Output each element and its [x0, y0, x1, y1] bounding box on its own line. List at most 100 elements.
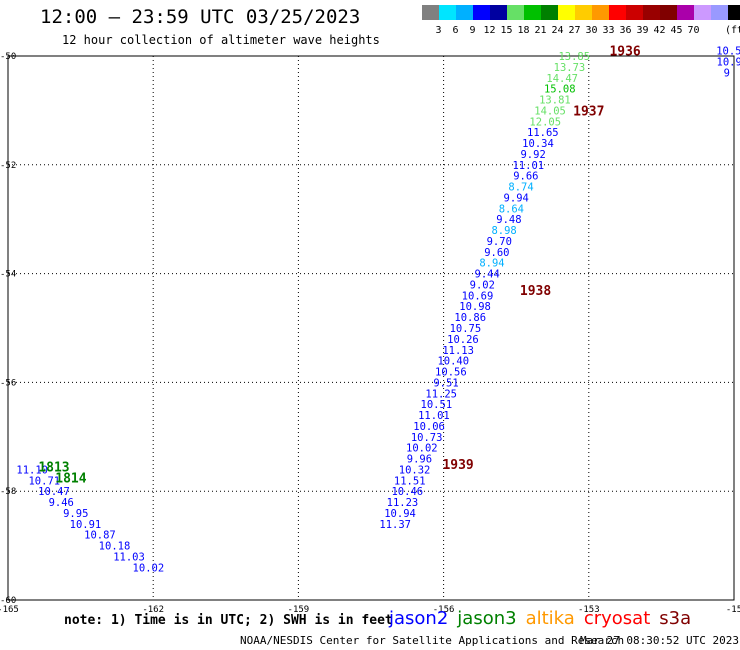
legend-swatch [524, 5, 541, 20]
wave-height-value: 10.86 [454, 312, 486, 324]
wave-height-value: 11.25 [425, 388, 457, 400]
pass-time-label: 1936 [609, 45, 640, 60]
wave-height-value: 11.23 [387, 497, 419, 509]
wave-height-value: 9.48 [496, 214, 521, 226]
wave-height-value: 10.98 [459, 301, 491, 313]
legend-label: 18 [517, 25, 530, 36]
wave-height-value: 10.94 [384, 508, 416, 520]
legend-swatch [541, 5, 558, 20]
chart-subtitle: 12 hour collection of altimeter wave hei… [62, 33, 380, 47]
wave-height-value: 10.87 [84, 530, 116, 542]
pass-time-label: 1813 [38, 461, 69, 476]
wave-height-value: 9.94 [504, 192, 529, 204]
legend-label: 42 [653, 25, 666, 36]
legend-swatch [592, 5, 609, 20]
wave-height-value: 10.75 [450, 323, 482, 335]
wave-height-value: 10.18 [99, 541, 131, 553]
legend-swatch [558, 5, 575, 20]
chart-title: 12:00 – 23:59 UTC 03/25/2023 [40, 6, 361, 28]
satellite-name: jason3 [457, 608, 517, 629]
satellite-name: altika [525, 608, 575, 629]
wave-height-value: 9.70 [487, 236, 512, 248]
wave-height-value: 14.47 [546, 73, 578, 85]
wave-height-value: 9.60 [484, 247, 509, 259]
wave-height-value: 9.02 [470, 279, 495, 291]
legend-swatch [677, 5, 694, 20]
wave-height-value: 10.47 [38, 486, 70, 498]
wave-height-value: 9.46 [49, 497, 74, 509]
x-tick-label: -153 [578, 605, 600, 615]
legend-label: 24 [551, 25, 564, 36]
legend-label: 15 [500, 25, 513, 36]
legend-swatch [490, 5, 507, 20]
legend-swatch [643, 5, 660, 20]
y-tick-label: -50 [0, 52, 16, 62]
wave-height-value: 9.66 [513, 171, 538, 183]
legend-label: 33 [602, 25, 615, 36]
wave-height-value: 8.64 [499, 203, 524, 215]
legend-swatch [660, 5, 677, 20]
legend-label: 9 [469, 25, 476, 36]
footer-timestamp: Mar 27 08:30:52 UTC 2023 [580, 634, 739, 647]
wave-height-value: 9.92 [520, 149, 545, 161]
wave-height-value: 10.34 [522, 138, 554, 150]
wave-height-value: 9.96 [407, 454, 432, 466]
wave-height-value: 8.98 [491, 225, 516, 237]
wave-height-value: 8.94 [479, 258, 504, 270]
wave-height-value: 13.85 [558, 51, 590, 63]
note-text: note: 1) Time is in UTC; 2) SWH is in fe… [64, 613, 393, 628]
x-tick-label: -165 [0, 605, 19, 615]
wave-height-value: 10.73 [411, 432, 443, 444]
wave-height-value: 9.51 [433, 377, 458, 389]
wave-height-value: 11.13 [442, 345, 474, 357]
x-tick-label: -159 [288, 605, 310, 615]
wave-height-value: 11.01 [418, 410, 450, 422]
wave-height-value: 10.46 [391, 486, 423, 498]
legend-label: 30 [585, 25, 598, 36]
wave-height-value: 10.06 [413, 421, 445, 433]
legend-label: 36 [619, 25, 632, 36]
wave-height-value: 9.44 [475, 269, 500, 281]
pass-time-label: 1938 [520, 284, 551, 299]
wave-height-value: 11.10 [16, 464, 48, 476]
wave-height-value: 13.81 [539, 95, 571, 107]
legend-swatch [439, 5, 456, 20]
wave-height-value: 10.91 [70, 519, 102, 531]
satellite-legend: jason2 jason3 altika cryosat s3a [389, 608, 700, 629]
wave-height-value: 10.54 [716, 46, 740, 58]
legend-swatch [728, 5, 740, 20]
wave-height-value: 11.65 [527, 127, 559, 139]
x-tick-label: -15 [726, 605, 740, 615]
y-tick-label: -56 [0, 378, 16, 388]
legend-label: 21 [534, 25, 547, 36]
legend-unit: (ft) [724, 25, 740, 36]
legend-swatch [507, 5, 524, 20]
wave-height-value: 10.02 [133, 562, 165, 574]
legend-swatch [626, 5, 643, 20]
legend-label: 45 [670, 25, 683, 36]
wave-height-value: 10.40 [437, 356, 469, 368]
y-tick-label: -60 [0, 596, 16, 606]
wave-height-value: 9 [724, 67, 730, 79]
legend-swatch [473, 5, 490, 20]
legend-swatch [711, 5, 728, 20]
x-tick-label: -162 [142, 605, 164, 615]
satellite-name: cryosat [583, 608, 651, 629]
satellite-name: s3a [659, 608, 692, 629]
wave-height-value: 8.74 [508, 182, 533, 194]
wave-height-value: 10.9 [717, 56, 740, 68]
y-tick-label: -58 [0, 487, 16, 497]
wave-height-value: 12.05 [529, 116, 561, 128]
wave-height-value: 13.73 [554, 62, 586, 74]
legend-label: 6 [452, 25, 459, 36]
wave-height-value: 14.05 [534, 105, 566, 117]
legend-label: 70 [687, 25, 700, 36]
wave-height-value: 11.37 [379, 519, 411, 531]
wave-height-value: 11.51 [394, 475, 426, 487]
legend-swatch [575, 5, 592, 20]
wave-height-value: 11.03 [113, 551, 145, 563]
legend-label: 39 [636, 25, 649, 36]
legend-label: 3 [435, 25, 442, 36]
wave-height-value: 10.69 [462, 290, 494, 302]
